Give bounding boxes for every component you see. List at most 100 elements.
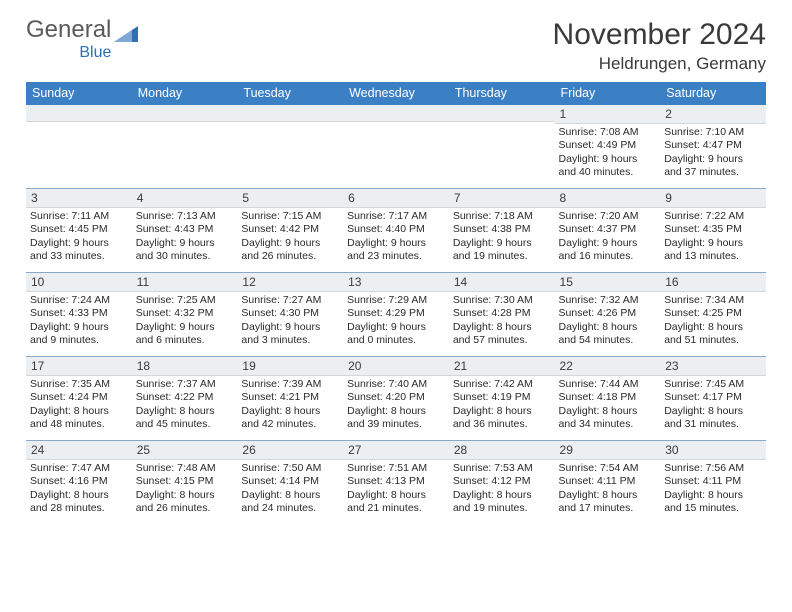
- day-number: 21: [449, 356, 555, 376]
- day-sr: Sunrise: 7:50 AM: [241, 462, 339, 475]
- calendar-cell: [26, 104, 132, 188]
- day-ss: Sunset: 4:12 PM: [453, 475, 551, 488]
- day-number: 24: [26, 440, 132, 460]
- calendar-cell: [237, 104, 343, 188]
- day-sr: Sunrise: 7:27 AM: [241, 294, 339, 307]
- day-sr: Sunrise: 7:17 AM: [347, 210, 445, 223]
- day-details: Sunrise: 7:13 AMSunset: 4:43 PMDaylight:…: [132, 208, 238, 268]
- day-dl2: and 19 minutes.: [453, 250, 551, 263]
- day-number: 25: [132, 440, 238, 460]
- day-dl1: Daylight: 8 hours: [664, 489, 762, 502]
- day-details: Sunrise: 7:39 AMSunset: 4:21 PMDaylight:…: [237, 376, 343, 436]
- day-sr: Sunrise: 7:42 AM: [453, 378, 551, 391]
- calendar-cell: 5Sunrise: 7:15 AMSunset: 4:42 PMDaylight…: [237, 188, 343, 272]
- day-dl2: and 9 minutes.: [30, 334, 128, 347]
- day-dl2: and 37 minutes.: [664, 166, 762, 179]
- day-dl1: Daylight: 9 hours: [664, 153, 762, 166]
- day-dl1: Daylight: 9 hours: [30, 321, 128, 334]
- day-number: 29: [555, 440, 661, 460]
- day-dl1: Daylight: 8 hours: [559, 321, 657, 334]
- day-sr: Sunrise: 7:11 AM: [30, 210, 128, 223]
- day-dl1: Daylight: 9 hours: [136, 321, 234, 334]
- day-sr: Sunrise: 7:40 AM: [347, 378, 445, 391]
- logo-text-block: General Blue: [26, 18, 111, 62]
- empty-day: [237, 104, 343, 122]
- day-dl2: and 36 minutes.: [453, 418, 551, 431]
- day-number: 5: [237, 188, 343, 208]
- logo: General Blue: [26, 18, 140, 62]
- weekday-header: Tuesday: [237, 82, 343, 104]
- day-dl1: Daylight: 9 hours: [347, 321, 445, 334]
- calendar-cell: 14Sunrise: 7:30 AMSunset: 4:28 PMDayligh…: [449, 272, 555, 356]
- day-dl2: and 15 minutes.: [664, 502, 762, 515]
- day-dl1: Daylight: 8 hours: [453, 405, 551, 418]
- calendar-cell: 17Sunrise: 7:35 AMSunset: 4:24 PMDayligh…: [26, 356, 132, 440]
- day-details: Sunrise: 7:42 AMSunset: 4:19 PMDaylight:…: [449, 376, 555, 436]
- day-dl2: and 51 minutes.: [664, 334, 762, 347]
- calendar-cell: 29Sunrise: 7:54 AMSunset: 4:11 PMDayligh…: [555, 440, 661, 524]
- calendar-cell: 27Sunrise: 7:51 AMSunset: 4:13 PMDayligh…: [343, 440, 449, 524]
- day-details: Sunrise: 7:50 AMSunset: 4:14 PMDaylight:…: [237, 460, 343, 520]
- day-details: Sunrise: 7:25 AMSunset: 4:32 PMDaylight:…: [132, 292, 238, 352]
- day-ss: Sunset: 4:28 PM: [453, 307, 551, 320]
- day-sr: Sunrise: 7:48 AM: [136, 462, 234, 475]
- day-dl2: and 0 minutes.: [347, 334, 445, 347]
- calendar-cell: 23Sunrise: 7:45 AMSunset: 4:17 PMDayligh…: [660, 356, 766, 440]
- day-number: 15: [555, 272, 661, 292]
- weekday-header: Saturday: [660, 82, 766, 104]
- calendar-cell: 6Sunrise: 7:17 AMSunset: 4:40 PMDaylight…: [343, 188, 449, 272]
- day-details: Sunrise: 7:40 AMSunset: 4:20 PMDaylight:…: [343, 376, 449, 436]
- day-ss: Sunset: 4:16 PM: [30, 475, 128, 488]
- day-dl2: and 57 minutes.: [453, 334, 551, 347]
- day-number: 26: [237, 440, 343, 460]
- calendar-body: 1Sunrise: 7:08 AMSunset: 4:49 PMDaylight…: [26, 104, 766, 524]
- calendar-week-row: 1Sunrise: 7:08 AMSunset: 4:49 PMDaylight…: [26, 104, 766, 188]
- day-dl2: and 26 minutes.: [136, 502, 234, 515]
- day-ss: Sunset: 4:37 PM: [559, 223, 657, 236]
- calendar-cell: 9 Sunrise: 7:22 AMSunset: 4:35 PMDaylight…: [660, 188, 766, 272]
- day-number: 4: [132, 188, 238, 208]
- day-dl1: Daylight: 8 hours: [559, 489, 657, 502]
- day-sr: Sunrise: 7:18 AM: [453, 210, 551, 223]
- day-dl2: and 26 minutes.: [241, 250, 339, 263]
- day-dl2: and 19 minutes.: [453, 502, 551, 515]
- day-details: Sunrise: 7:18 AMSunset: 4:38 PMDaylight:…: [449, 208, 555, 268]
- day-details: Sunrise: 7:37 AMSunset: 4:22 PMDaylight:…: [132, 376, 238, 436]
- day-dl1: Daylight: 9 hours: [664, 237, 762, 250]
- day-details: Sunrise: 7:35 AMSunset: 4:24 PMDaylight:…: [26, 376, 132, 436]
- day-dl1: Daylight: 8 hours: [136, 405, 234, 418]
- calendar-cell: 15Sunrise: 7:32 AMSunset: 4:26 PMDayligh…: [555, 272, 661, 356]
- day-ss: Sunset: 4:20 PM: [347, 391, 445, 404]
- day-sr: Sunrise: 7:56 AM: [664, 462, 762, 475]
- day-dl2: and 24 minutes.: [241, 502, 339, 515]
- day-dl2: and 33 minutes.: [30, 250, 128, 263]
- day-dl1: Daylight: 8 hours: [136, 489, 234, 502]
- day-ss: Sunset: 4:42 PM: [241, 223, 339, 236]
- day-details: Sunrise: 7:56 AMSunset: 4:11 PMDaylight:…: [660, 460, 766, 520]
- day-sr: Sunrise: 7:22 AM: [664, 210, 762, 223]
- day-dl2: and 17 minutes.: [559, 502, 657, 515]
- calendar-cell: 18Sunrise: 7:37 AMSunset: 4:22 PMDayligh…: [132, 356, 238, 440]
- day-dl2: and 45 minutes.: [136, 418, 234, 431]
- day-sr: Sunrise: 7:44 AM: [559, 378, 657, 391]
- calendar-cell: 25Sunrise: 7:48 AMSunset: 4:15 PMDayligh…: [132, 440, 238, 524]
- day-details: Sunrise: 7:17 AMSunset: 4:40 PMDaylight:…: [343, 208, 449, 268]
- day-ss: Sunset: 4:33 PM: [30, 307, 128, 320]
- calendar-cell: 13Sunrise: 7:29 AMSunset: 4:29 PMDayligh…: [343, 272, 449, 356]
- day-sr: Sunrise: 7:45 AM: [664, 378, 762, 391]
- day-number: 9: [660, 188, 766, 208]
- day-number: 18: [132, 356, 238, 376]
- day-dl2: and 28 minutes.: [30, 502, 128, 515]
- day-sr: Sunrise: 7:24 AM: [30, 294, 128, 307]
- day-dl1: Daylight: 9 hours: [347, 237, 445, 250]
- day-dl1: Daylight: 9 hours: [559, 237, 657, 250]
- day-dl1: Daylight: 8 hours: [241, 405, 339, 418]
- day-sr: Sunrise: 7:53 AM: [453, 462, 551, 475]
- day-sr: Sunrise: 7:51 AM: [347, 462, 445, 475]
- calendar-cell: 12Sunrise: 7:27 AMSunset: 4:30 PMDayligh…: [237, 272, 343, 356]
- day-dl2: and 23 minutes.: [347, 250, 445, 263]
- calendar-cell: 4Sunrise: 7:13 AMSunset: 4:43 PMDaylight…: [132, 188, 238, 272]
- day-sr: Sunrise: 7:35 AM: [30, 378, 128, 391]
- day-ss: Sunset: 4:35 PM: [664, 223, 762, 236]
- calendar-cell: [132, 104, 238, 188]
